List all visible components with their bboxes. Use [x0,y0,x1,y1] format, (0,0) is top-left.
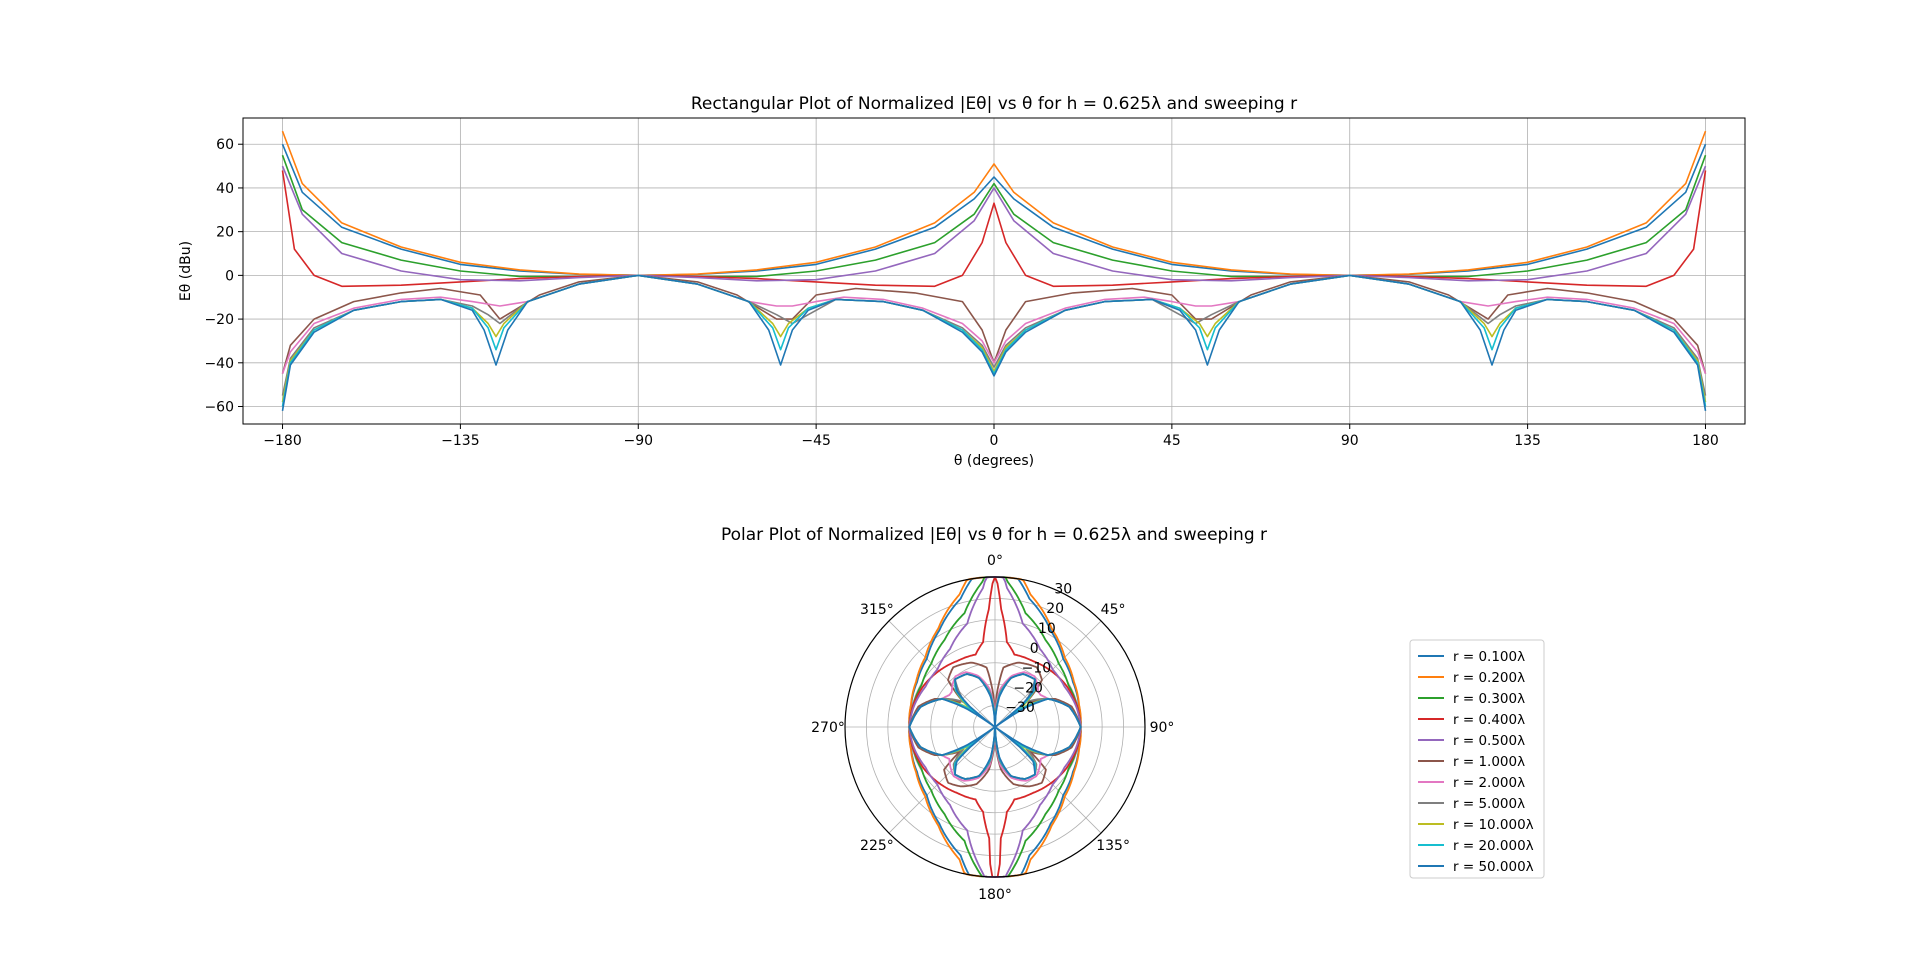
polar-theta-label: 135° [1096,838,1130,854]
rect-xtick-label: 135 [1514,433,1541,449]
polar-theta-label: 0° [987,553,1003,569]
legend-items: r = 0.100λ r = 0.200λ r = 0.300λ r = 0.400λ… [1418,649,1534,875]
legend-label: r = 5.000λ [1453,796,1525,812]
rect-ytick-label: −20 [204,312,234,328]
rect-series-line-0 [281,143,1707,277]
legend-label: r = 20.000λ [1453,838,1534,854]
rect-xticks: −180 −135 −90 −45 0 45 90 135 180 [263,424,1719,449]
rect-ytick-label: 40 [216,181,234,197]
rect-ytick-label: 0 [225,268,234,284]
polar-theta-label: 45° [1101,602,1126,618]
legend: r = 0.100λ r = 0.200λ r = 0.300λ r = 0.400λ… [1409,639,1545,879]
rect-series-line-2 [281,154,1707,278]
polar-r-label: 0 [1030,641,1039,657]
polar-outer-ring [844,576,1146,878]
legend-label: r = 10.000λ [1453,817,1534,833]
polar-r-label: −30 [1005,700,1035,716]
polar-r-label: 20 [1046,601,1064,617]
polar-plot: Polar Plot of Normalized |Eθ| vs θ for h… [721,525,1267,903]
rect-xlabel: θ (degrees) [954,453,1034,469]
rect-xtick-label: −45 [801,433,831,449]
legend-label: r = 1.000λ [1453,754,1525,770]
polar-series-line-10 [908,673,1082,780]
rect-xtick-label: −180 [263,433,301,449]
polar-grid-spoke [994,620,1102,728]
polar-plot-title: Polar Plot of Normalized |Eθ| vs θ for h… [721,525,1267,545]
rect-series-line-7 [281,274,1707,396]
rect-xtick-label: −135 [441,433,479,449]
polar-theta-label: 315° [860,602,894,618]
rect-series-line-10 [281,274,1707,412]
legend-label: r = 50.000λ [1453,859,1534,875]
polar-theta-label: 225° [860,838,894,854]
polar-theta-label: 180° [978,887,1012,903]
polar-r-label: 10 [1038,621,1056,637]
legend-label: r = 0.100λ [1453,649,1525,665]
polar-theta-labels: 0° 45° 90° 135° 180° 225° 270° 315° [811,553,1174,903]
rectangular-plot: Rectangular Plot of Normalized |Eθ| vs θ… [178,94,1746,469]
polar-r-labels: −30 −20 −10 0 10 20 30 [1005,581,1072,716]
rect-series-line-8 [281,274,1707,403]
rect-ytick-label: 60 [216,137,234,153]
legend-label: r = 0.400λ [1453,712,1525,728]
legend-label: r = 2.000λ [1453,775,1525,791]
rect-series-group [281,130,1707,412]
polar-grid-spoke [994,726,1102,834]
polar-grid-spoke [888,726,996,834]
rect-xtick-label: 45 [1163,433,1181,449]
rect-xtick-label: 90 [1341,433,1359,449]
rect-yticks: −60 −40 −20 0 20 40 60 [204,137,243,416]
polar-theta-label: 270° [811,720,845,736]
rect-plot-title: Rectangular Plot of Normalized |Eθ| vs θ… [691,94,1297,114]
legend-frame [1409,639,1545,879]
polar-r-label: 30 [1054,581,1072,597]
legend-label: r = 0.300λ [1453,691,1525,707]
rect-ytick-label: −40 [204,356,234,372]
polar-r-label: −20 [1013,680,1043,696]
legend-label: r = 0.200λ [1453,670,1525,686]
rect-ylabel: Eθ (dBu) [178,241,194,301]
polar-theta-label: 90° [1150,720,1175,736]
rect-series-line-4 [281,165,1707,282]
rect-series-line-6 [281,274,1707,374]
rect-ytick-label: −60 [204,400,234,416]
rect-xtick-label: −90 [623,433,653,449]
polar-r-label: −10 [1022,661,1052,677]
rect-xtick-label: 180 [1692,433,1719,449]
rect-series-line-9 [281,274,1707,407]
rect-ytick-label: 20 [216,225,234,241]
rect-xtick-label: 0 [990,433,999,449]
legend-label: r = 0.500λ [1453,733,1525,749]
polar-grid-spoke [888,620,996,728]
rect-series-line-1 [281,130,1707,277]
